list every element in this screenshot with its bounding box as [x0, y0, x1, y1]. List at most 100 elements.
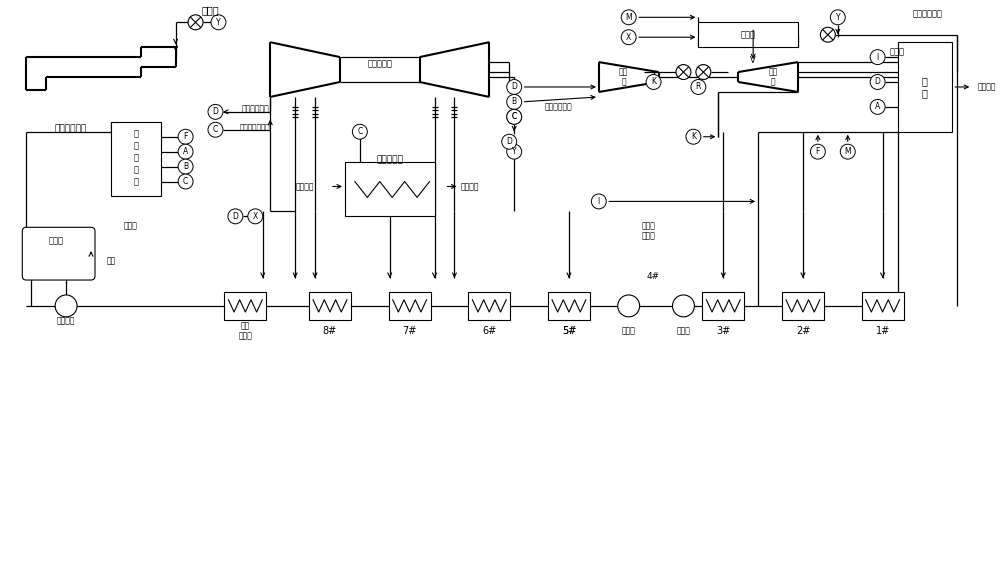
Text: 凝结水泵: 凝结水泵 — [57, 316, 75, 325]
Circle shape — [178, 159, 193, 174]
Bar — [309, 292, 351, 320]
Text: 去轴封调节器: 去轴封调节器 — [545, 102, 573, 111]
Text: 7#: 7# — [402, 326, 417, 336]
Text: I: I — [876, 53, 879, 62]
Circle shape — [352, 124, 367, 139]
Text: D: D — [506, 137, 512, 146]
Text: F: F — [816, 147, 820, 156]
Text: B: B — [512, 98, 517, 106]
Circle shape — [820, 27, 835, 42]
Text: 冷凝器: 冷凝器 — [49, 237, 64, 246]
Text: 主汽阀: 主汽阀 — [202, 5, 219, 15]
Bar — [898, 42, 952, 132]
Text: A: A — [875, 102, 880, 111]
Text: D: D — [232, 212, 238, 221]
Circle shape — [502, 134, 517, 149]
Circle shape — [618, 295, 640, 317]
Text: I: I — [598, 197, 600, 206]
Text: Y: Y — [216, 18, 221, 27]
Text: C: C — [512, 112, 517, 121]
Circle shape — [696, 65, 711, 79]
Bar — [548, 292, 590, 320]
Bar — [111, 122, 161, 196]
Text: 调: 调 — [133, 153, 138, 162]
Text: M: M — [844, 147, 851, 156]
Circle shape — [507, 110, 522, 124]
Text: 低压省煤器: 低压省煤器 — [376, 155, 403, 164]
Bar — [224, 292, 266, 320]
Text: C: C — [357, 127, 362, 136]
Circle shape — [673, 295, 694, 317]
Text: M: M — [625, 13, 632, 22]
Text: 1#: 1# — [875, 326, 890, 336]
Circle shape — [55, 295, 77, 317]
Text: 节: 节 — [133, 165, 138, 174]
Circle shape — [507, 144, 522, 159]
Circle shape — [208, 122, 223, 137]
Circle shape — [507, 110, 522, 124]
Circle shape — [870, 75, 885, 90]
Circle shape — [676, 65, 691, 79]
Text: 中压
缸: 中压 缸 — [619, 67, 628, 87]
Text: 低压缸轴封供气: 低压缸轴封供气 — [240, 123, 271, 130]
Circle shape — [228, 209, 243, 224]
Circle shape — [178, 144, 193, 159]
Text: D: D — [213, 107, 218, 116]
Circle shape — [208, 104, 223, 119]
Text: Y: Y — [835, 13, 840, 22]
Text: 锅炉调: 锅炉调 — [642, 222, 656, 231]
Text: 高压
缸: 高压 缸 — [768, 67, 778, 87]
Text: 给水泵汽轮机: 给水泵汽轮机 — [55, 124, 87, 133]
Text: 5#: 5# — [562, 326, 576, 336]
Text: C: C — [512, 112, 517, 121]
Text: C: C — [183, 177, 188, 186]
Text: Y: Y — [512, 147, 516, 156]
Text: 烟气进口: 烟气进口 — [296, 182, 314, 191]
Text: 小机高压汽源: 小机高压汽源 — [912, 10, 942, 19]
Text: 蒸气室: 蒸气室 — [741, 30, 756, 39]
Text: 2#: 2# — [796, 326, 810, 336]
Circle shape — [840, 144, 855, 159]
Circle shape — [621, 30, 636, 45]
Circle shape — [248, 209, 263, 224]
Circle shape — [830, 10, 845, 25]
Text: D: D — [875, 78, 881, 86]
Text: 前置泵: 前置泵 — [622, 326, 636, 335]
Text: 补水: 补水 — [106, 256, 116, 266]
Circle shape — [621, 10, 636, 25]
Text: 烟气出口: 烟气出口 — [460, 182, 479, 191]
Text: R: R — [696, 82, 701, 91]
Text: 双流低压缸: 双流低压缸 — [367, 59, 392, 69]
Text: 6#: 6# — [482, 326, 496, 336]
Text: V: V — [750, 55, 756, 65]
Text: 8#: 8# — [323, 326, 337, 336]
Text: 锅
炉: 锅 炉 — [922, 76, 928, 98]
Bar — [468, 292, 510, 320]
Text: 温喷水: 温喷水 — [642, 232, 656, 241]
Text: 器: 器 — [133, 177, 138, 186]
Text: A: A — [183, 147, 188, 156]
Text: F: F — [183, 132, 188, 141]
Circle shape — [178, 129, 193, 144]
Bar — [702, 292, 744, 320]
Text: 主蒸汽: 主蒸汽 — [890, 47, 905, 57]
Bar — [345, 162, 435, 216]
Circle shape — [507, 79, 522, 94]
Circle shape — [507, 94, 522, 110]
Bar — [698, 22, 798, 47]
FancyBboxPatch shape — [22, 227, 95, 280]
Text: 5#: 5# — [562, 326, 576, 336]
Circle shape — [870, 50, 885, 65]
Circle shape — [810, 144, 825, 159]
Text: 3#: 3# — [716, 326, 730, 336]
Circle shape — [591, 194, 606, 209]
Text: D: D — [511, 82, 517, 91]
Text: K: K — [651, 78, 656, 86]
Text: 溢流量: 溢流量 — [124, 222, 138, 231]
Text: 4#: 4# — [647, 272, 660, 280]
Circle shape — [188, 15, 203, 30]
Circle shape — [211, 15, 226, 30]
Circle shape — [686, 129, 701, 144]
Text: 给水泵: 给水泵 — [677, 326, 690, 335]
Text: 轴封
冷却器: 轴封 冷却器 — [238, 321, 252, 340]
